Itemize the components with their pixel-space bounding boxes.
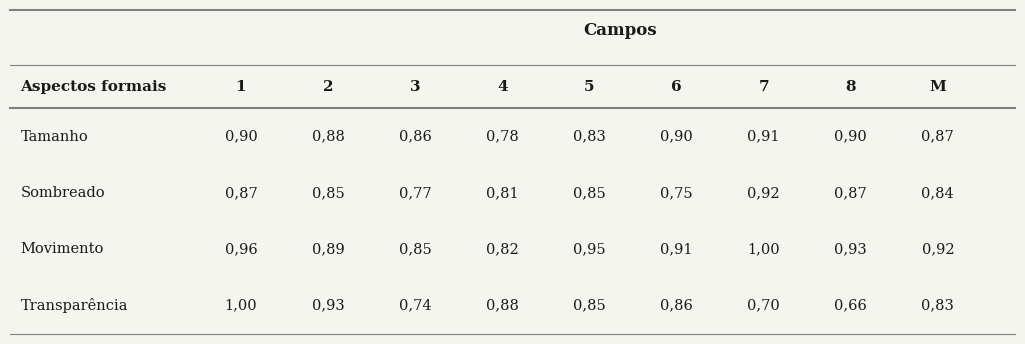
Text: 0,86: 0,86 bbox=[660, 299, 693, 312]
Text: 5: 5 bbox=[584, 80, 594, 94]
Text: 1: 1 bbox=[236, 80, 246, 94]
Text: Movimento: Movimento bbox=[20, 242, 104, 256]
Text: 0,85: 0,85 bbox=[573, 186, 606, 200]
Text: 0,91: 0,91 bbox=[660, 242, 693, 256]
Text: Transparência: Transparência bbox=[20, 298, 128, 313]
Text: Sombreado: Sombreado bbox=[20, 186, 106, 200]
Text: Campos: Campos bbox=[583, 22, 657, 40]
Text: Tamanho: Tamanho bbox=[20, 130, 88, 143]
Text: 0,88: 0,88 bbox=[486, 299, 519, 312]
Text: 0,85: 0,85 bbox=[399, 242, 432, 256]
Text: 0,81: 0,81 bbox=[486, 186, 519, 200]
Text: 0,87: 0,87 bbox=[834, 186, 867, 200]
Text: 7: 7 bbox=[758, 80, 769, 94]
Text: 0,95: 0,95 bbox=[573, 242, 606, 256]
Text: 0,88: 0,88 bbox=[312, 130, 344, 143]
Text: 0,92: 0,92 bbox=[921, 242, 954, 256]
Text: 0,85: 0,85 bbox=[573, 299, 606, 312]
Text: 3: 3 bbox=[410, 80, 420, 94]
Text: 1,00: 1,00 bbox=[224, 299, 257, 312]
Text: 0,83: 0,83 bbox=[573, 130, 606, 143]
Text: 4: 4 bbox=[497, 80, 507, 94]
Text: 0,87: 0,87 bbox=[224, 186, 257, 200]
Text: 0,90: 0,90 bbox=[224, 130, 257, 143]
Text: 0,91: 0,91 bbox=[747, 130, 780, 143]
Text: 0,93: 0,93 bbox=[312, 299, 344, 312]
Text: 0,90: 0,90 bbox=[834, 130, 867, 143]
Text: 6: 6 bbox=[671, 80, 682, 94]
Text: 0,96: 0,96 bbox=[224, 242, 257, 256]
Text: 0,92: 0,92 bbox=[747, 186, 780, 200]
Text: 1,00: 1,00 bbox=[747, 242, 780, 256]
Text: 0,90: 0,90 bbox=[660, 130, 693, 143]
Text: 8: 8 bbox=[846, 80, 856, 94]
Text: 0,89: 0,89 bbox=[312, 242, 344, 256]
Text: 0,66: 0,66 bbox=[834, 299, 867, 312]
Text: Aspectos formais: Aspectos formais bbox=[20, 80, 167, 94]
Text: 0,78: 0,78 bbox=[486, 130, 519, 143]
Text: 0,75: 0,75 bbox=[660, 186, 693, 200]
Text: 0,83: 0,83 bbox=[921, 299, 954, 312]
Text: 0,84: 0,84 bbox=[921, 186, 954, 200]
Text: 0,70: 0,70 bbox=[747, 299, 780, 312]
Text: 0,85: 0,85 bbox=[312, 186, 344, 200]
Text: 0,74: 0,74 bbox=[399, 299, 432, 312]
Text: 0,82: 0,82 bbox=[486, 242, 519, 256]
Text: 0,86: 0,86 bbox=[399, 130, 432, 143]
Text: 0,77: 0,77 bbox=[399, 186, 432, 200]
Text: M: M bbox=[930, 80, 946, 94]
Text: 2: 2 bbox=[323, 80, 333, 94]
Text: 0,87: 0,87 bbox=[921, 130, 954, 143]
Text: 0,93: 0,93 bbox=[834, 242, 867, 256]
